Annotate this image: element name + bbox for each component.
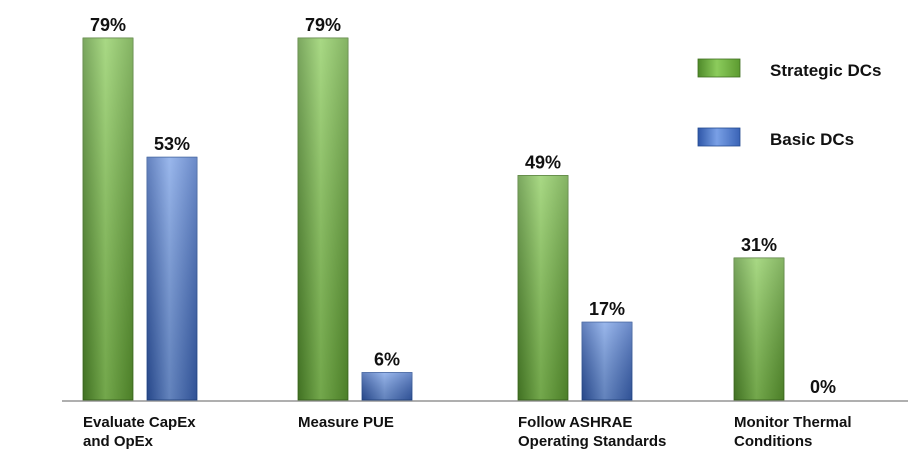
legend-swatch-strategic <box>697 58 741 78</box>
value-label-basic-1: 6% <box>374 350 400 370</box>
value-label-strategic-2: 49% <box>525 152 561 172</box>
bar-shade-strategic-1 <box>298 38 348 400</box>
category-label-3: Monitor Thermal Conditions <box>734 414 852 450</box>
category-label-line: Conditions <box>734 433 812 450</box>
value-label-strategic-0: 79% <box>90 15 126 35</box>
bar-shade-strategic-3 <box>734 257 784 400</box>
category-label-line: Monitor Thermal <box>734 414 852 431</box>
category-label-line: Measure PUE <box>298 414 394 431</box>
legend: Strategic DCs Basic DCs <box>697 58 881 149</box>
bar-shade-basic-0 <box>147 157 197 400</box>
category-label-2: Follow ASHRAE Operating Standards <box>518 414 666 450</box>
legend-label-strategic: Strategic DCs <box>770 61 881 80</box>
value-label-strategic-1: 79% <box>305 15 341 35</box>
bar-shade-strategic-2 <box>518 175 568 400</box>
category-label-1: Measure PUE <box>298 414 394 431</box>
category-label-line: Operating Standards <box>518 433 666 450</box>
legend-label-basic: Basic DCs <box>770 130 854 149</box>
bar-shade-strategic-0 <box>83 38 133 400</box>
bar-shade-basic-2 <box>582 322 632 400</box>
value-label-basic-2: 17% <box>589 299 625 319</box>
category-label-0: Evaluate CapEx and OpEx <box>83 414 196 450</box>
value-label-basic-3: 0% <box>810 377 836 397</box>
category-label-line: Follow ASHRAE <box>518 414 632 431</box>
legend-swatch-basic <box>697 127 741 147</box>
value-labels-layer: 79% 53% 79% 6% 49% 17% 31% 0% <box>90 15 836 397</box>
bar-shade-basic-1 <box>362 372 412 400</box>
value-label-strategic-3: 31% <box>741 235 777 255</box>
category-labels-layer: Evaluate CapEx and OpEx Measure PUE Follow … <box>83 414 852 450</box>
value-label-basic-0: 53% <box>154 134 190 154</box>
category-label-line: Evaluate CapEx <box>83 414 196 431</box>
bars-layer <box>82 37 785 401</box>
category-label-line: and OpEx <box>83 433 154 450</box>
